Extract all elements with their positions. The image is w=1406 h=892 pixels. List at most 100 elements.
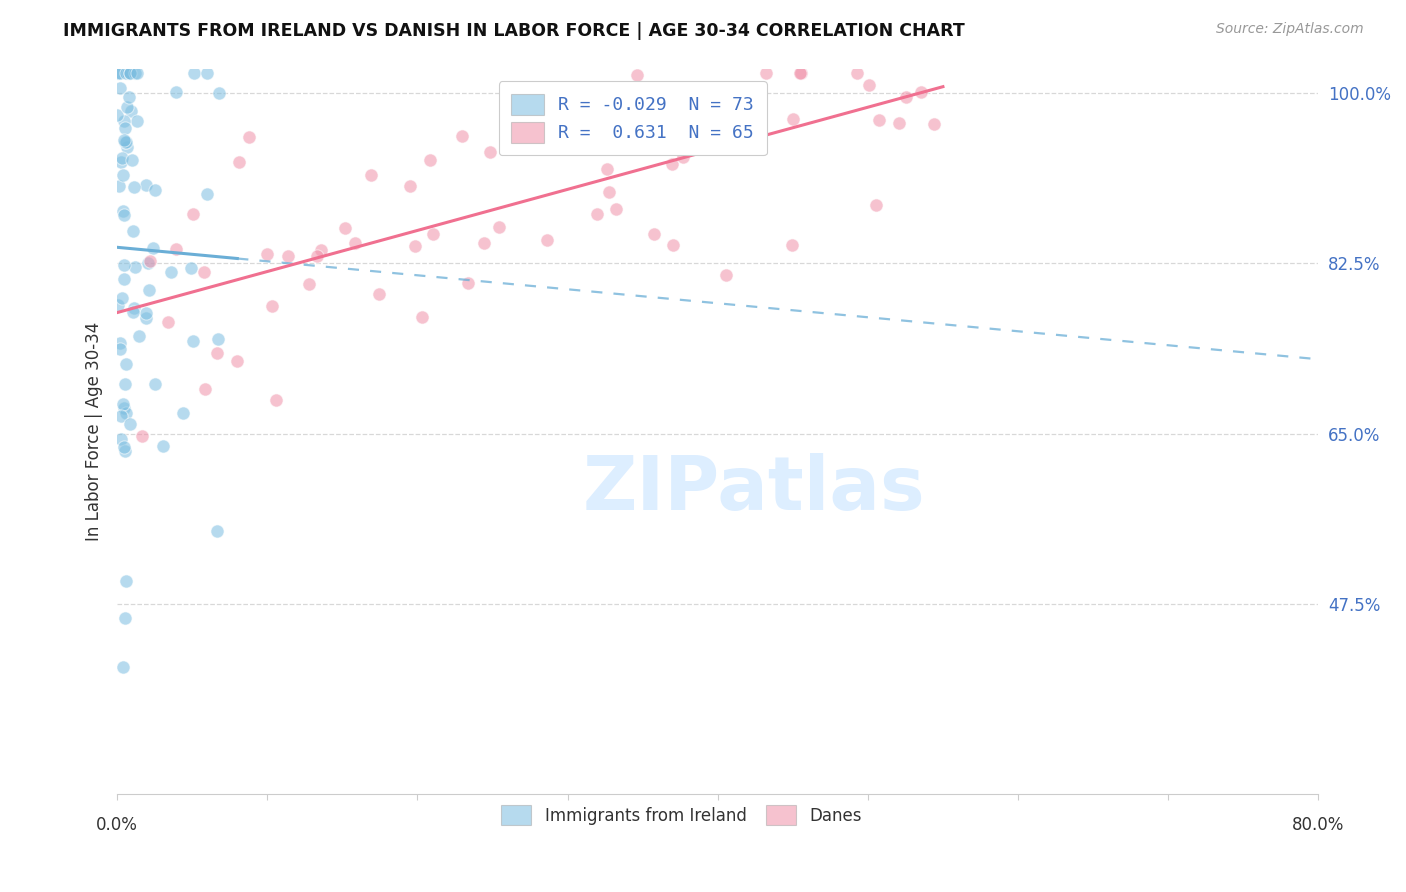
Point [152, 439, 174, 453]
Text: IMMIGRANTS FROM IRELAND VS DANISH IN LABOR FORCE | AGE 30-34 CORRELATION CHART: IMMIGRANTS FROM IRELAND VS DANISH IN LAB… [63, 22, 965, 40]
Point [112, 258, 135, 272]
Point [114, 611, 136, 625]
Point [181, 334, 204, 348]
Point [648, 136, 671, 150]
Point [205, 345, 228, 359]
Point [868, 112, 890, 127]
Point [661, 237, 683, 252]
Point [125, 113, 148, 128]
Point [118, 66, 141, 80]
Point [585, 207, 607, 221]
Y-axis label: In Labor Force | Age 30-34: In Labor Force | Age 30-34 [86, 322, 103, 541]
Point [135, 178, 157, 192]
Point [112, 441, 135, 455]
Point [335, 221, 357, 235]
Point [478, 145, 501, 159]
Point [714, 268, 737, 283]
Point [143, 377, 166, 392]
Point [107, 66, 129, 80]
Point [780, 238, 803, 252]
Point [910, 85, 932, 99]
Point [111, 291, 134, 305]
Point [451, 129, 474, 144]
Point [598, 185, 620, 199]
Point [262, 299, 284, 313]
Point [205, 524, 228, 539]
Point [238, 129, 260, 144]
Point [120, 104, 142, 119]
Point [136, 255, 159, 269]
Point [782, 112, 804, 126]
Point [112, 114, 135, 128]
Point [404, 238, 426, 252]
Point [643, 227, 665, 242]
Point [135, 310, 157, 325]
Point [894, 90, 917, 104]
Point [520, 131, 543, 145]
Point [138, 283, 160, 297]
Point [121, 153, 143, 168]
Point [117, 66, 139, 80]
Point [734, 131, 756, 145]
Point [110, 155, 132, 169]
Point [114, 574, 136, 588]
Point [183, 66, 205, 80]
Point [115, 139, 138, 153]
Point [108, 342, 131, 356]
Point [108, 66, 131, 80]
Point [114, 444, 136, 458]
Text: 80.0%: 80.0% [1292, 815, 1344, 833]
Point [419, 153, 441, 167]
Point [298, 277, 321, 292]
Point [605, 202, 627, 216]
Point [207, 332, 229, 346]
Point [548, 104, 571, 119]
Point [343, 236, 366, 251]
Point [112, 133, 135, 147]
Point [887, 116, 910, 130]
Point [695, 94, 717, 108]
Point [121, 224, 143, 238]
Point [368, 286, 391, 301]
Point [631, 103, 654, 118]
Point [143, 182, 166, 196]
Point [114, 376, 136, 391]
Point [790, 66, 813, 80]
Point [107, 66, 129, 80]
Point [474, 236, 496, 251]
Point [411, 310, 433, 325]
Point [672, 150, 695, 164]
Point [309, 243, 332, 257]
Point [114, 357, 136, 371]
Point [157, 315, 180, 329]
Point [112, 401, 135, 416]
Point [111, 660, 134, 674]
Point [159, 265, 181, 279]
Point [111, 169, 134, 183]
Point [226, 354, 249, 368]
Point [755, 66, 778, 80]
Point [142, 241, 165, 255]
Point [195, 186, 218, 201]
Point [107, 297, 129, 311]
Point [108, 179, 131, 194]
Point [264, 392, 287, 407]
Point [118, 417, 141, 432]
Point [721, 94, 744, 108]
Point [128, 329, 150, 343]
Point [111, 203, 134, 218]
Point [118, 90, 141, 104]
Point [114, 272, 136, 286]
Point [422, 227, 444, 242]
Point [122, 301, 145, 315]
Legend: Immigrants from Ireland, Danes: Immigrants from Ireland, Danes [494, 797, 870, 833]
Text: ZIPatlas: ZIPatlas [582, 453, 925, 526]
Point [727, 84, 749, 98]
Point [110, 409, 132, 423]
Point [165, 243, 187, 257]
Point [120, 66, 142, 80]
Point [110, 335, 132, 350]
Point [598, 136, 620, 150]
Point [111, 397, 134, 411]
Point [194, 382, 217, 396]
